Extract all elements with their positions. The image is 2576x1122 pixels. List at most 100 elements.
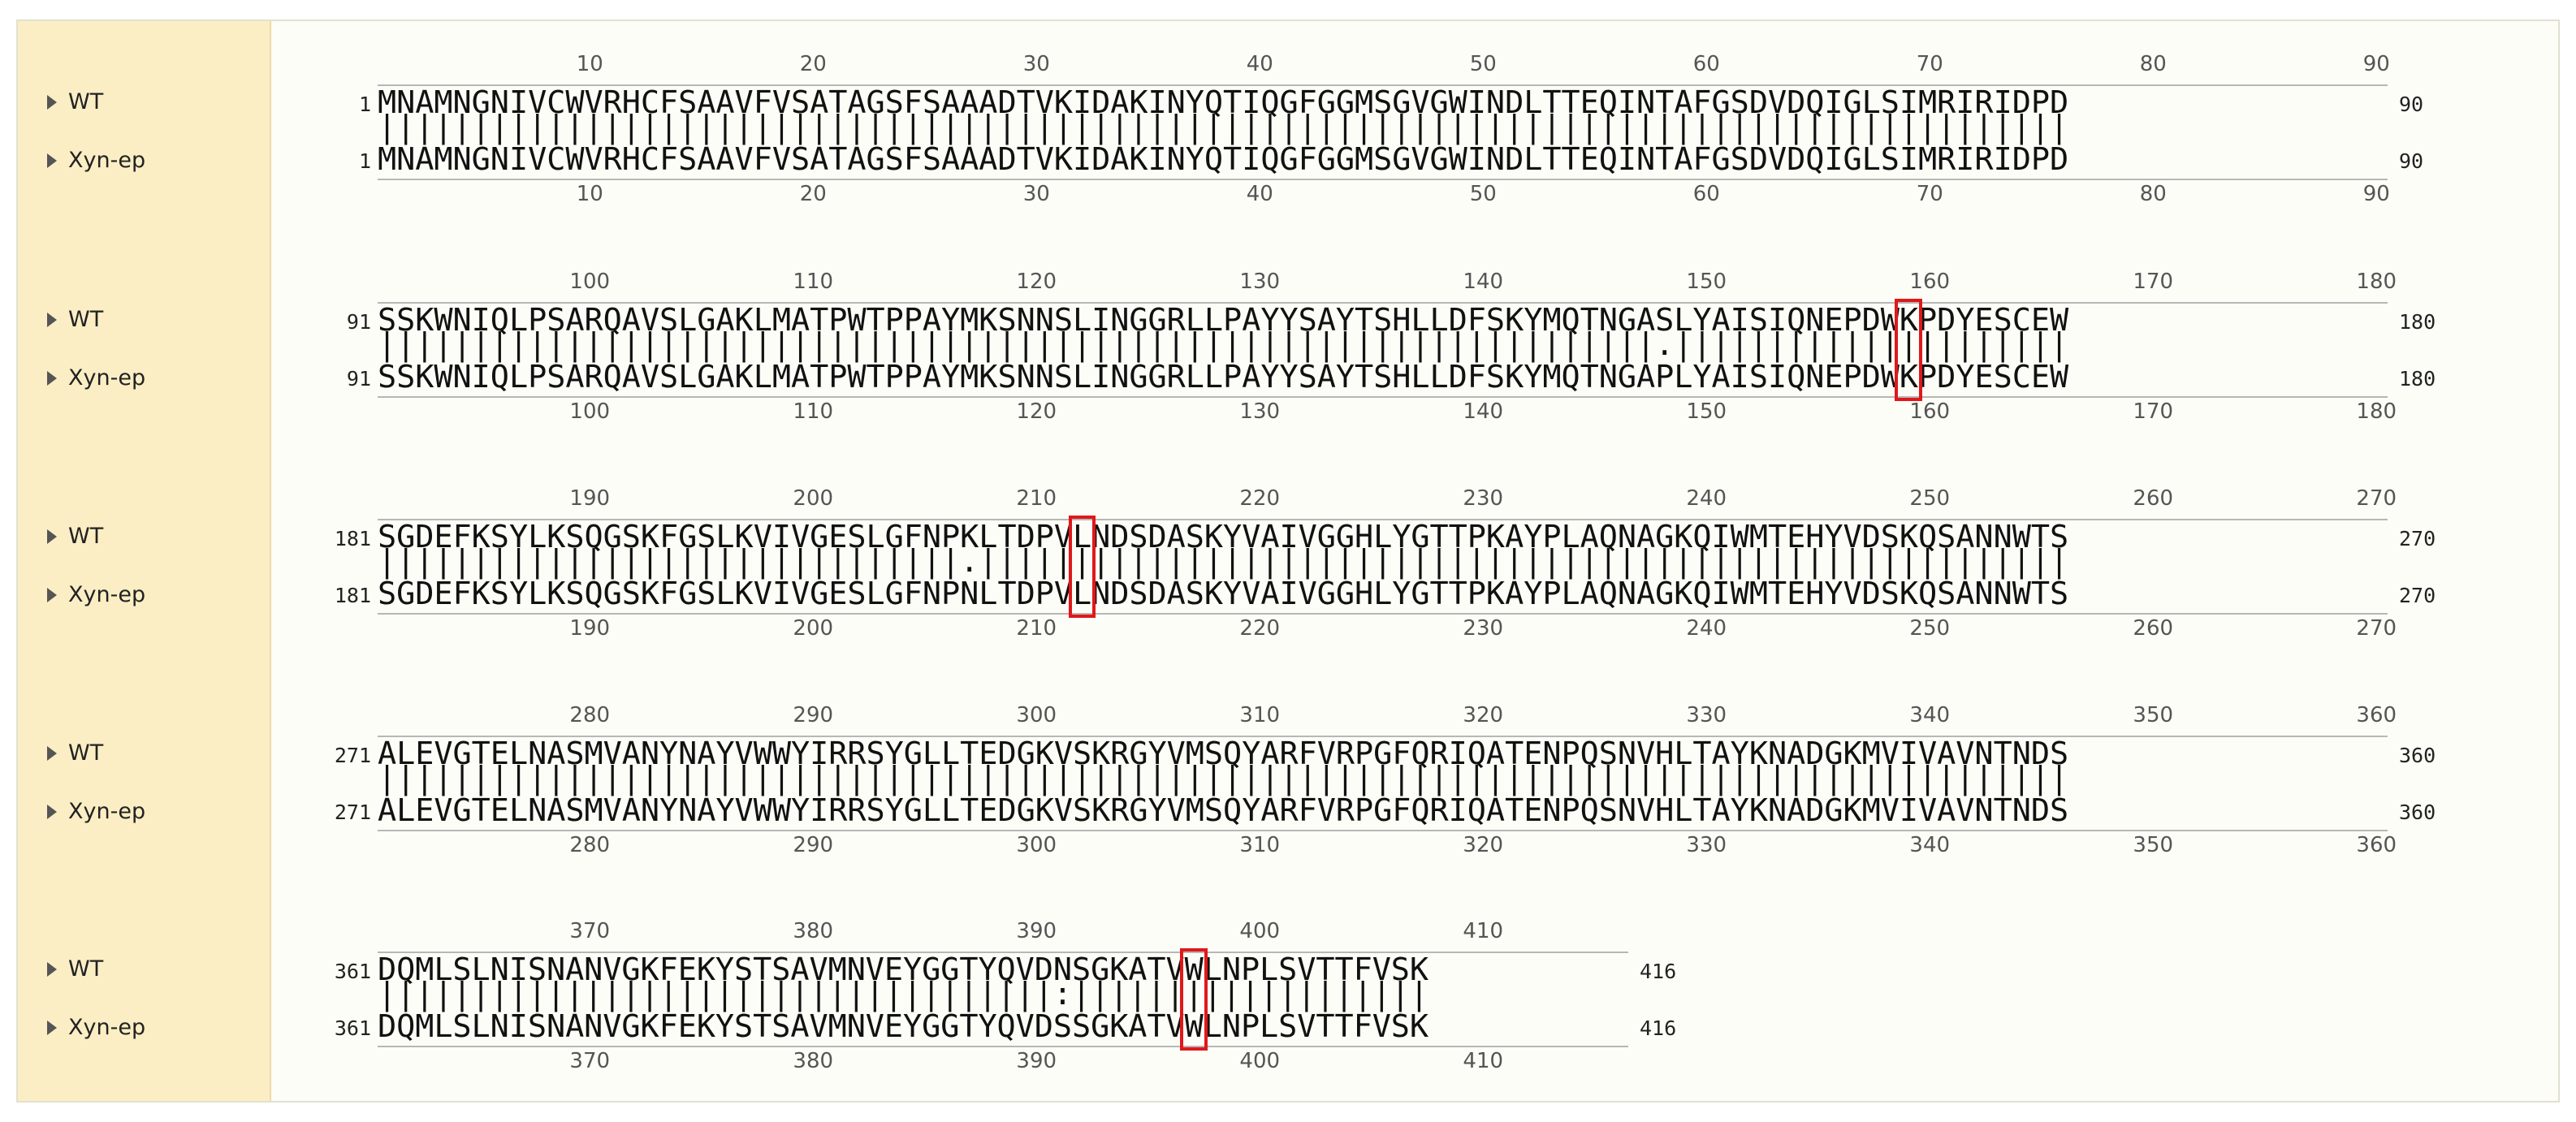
ruler-tick-label: 220 — [1239, 616, 1281, 641]
ruler-tick-label: 100 — [569, 399, 611, 424]
ruler-tick-label: 350 — [2133, 833, 2174, 857]
sequence-name-text: Xyn-ep — [68, 1015, 146, 1040]
sequence-name-text: Xyn-ep — [68, 148, 146, 173]
ruler-tick-label: 320 — [1463, 703, 1504, 727]
sequence-name-sidebar — [18, 21, 271, 1101]
start-position-number: 91 — [346, 367, 371, 391]
expand-triangle-icon[interactable] — [47, 153, 57, 168]
end-position-number: 416 — [1640, 960, 1677, 983]
ruler-tick-label: 190 — [569, 616, 611, 641]
ruler-tick-label: 310 — [1239, 703, 1281, 727]
ruler-tick-label: 130 — [1239, 270, 1281, 294]
ruler-tick-label: 290 — [793, 703, 834, 727]
xyn-ep-sequence-row: SGDEFKSYLKSQGSKFGSLKVIVGESLGFNPNLTDPVLND… — [378, 576, 2069, 612]
ruler-line — [378, 1046, 1628, 1047]
sequence-name-text: WT — [68, 89, 104, 114]
expand-triangle-icon[interactable] — [47, 962, 57, 977]
ruler-tick-label: 360 — [2356, 833, 2397, 857]
ruler-line — [378, 736, 2388, 737]
ruler-tick-label: 40 — [1246, 182, 1273, 206]
sequence-name-text: WT — [68, 740, 104, 766]
expand-triangle-icon[interactable] — [47, 371, 57, 386]
ruler-tick-label: 180 — [2356, 270, 2397, 294]
ruler-tick-label: 300 — [1016, 703, 1057, 727]
ruler-tick-label: 200 — [793, 616, 834, 641]
end-position-number: 180 — [2399, 310, 2436, 334]
ruler-tick-label: 290 — [793, 833, 834, 857]
sequence-name-label[interactable]: Xyn-ep — [47, 799, 145, 824]
start-position-number: 271 — [334, 744, 371, 767]
match-line-row: ||||||||||||||||||||||||||||||||||||:|||… — [378, 976, 1429, 1012]
match-line-row: ||||||||||||||||||||||||||||||||||||||||… — [378, 760, 2069, 796]
expand-triangle-icon[interactable] — [47, 1021, 57, 1035]
ruler-tick-label: 370 — [569, 1049, 611, 1073]
sequence-name-label[interactable]: Xyn-ep — [47, 365, 145, 391]
ruler-tick-label: 160 — [1909, 399, 1951, 424]
ruler-tick-label: 360 — [2356, 703, 2397, 727]
ruler-tick-label: 340 — [1909, 703, 1951, 727]
start-position-number: 271 — [334, 801, 371, 824]
ruler-tick-label: 270 — [2356, 616, 2397, 641]
ruler-tick-label: 380 — [793, 1049, 834, 1073]
ruler-tick-label: 390 — [1016, 1049, 1057, 1073]
ruler-line — [378, 302, 2388, 304]
ruler-tick-label: 10 — [576, 182, 603, 206]
ruler-tick-label: 60 — [1692, 182, 1720, 206]
ruler-tick-label: 240 — [1686, 486, 1727, 511]
end-position-number: 416 — [1640, 1016, 1677, 1040]
ruler-tick-label: 330 — [1686, 703, 1727, 727]
ruler-tick-label: 20 — [799, 52, 827, 76]
ruler-tick-label: 260 — [2133, 616, 2174, 641]
ruler-line — [378, 179, 2388, 180]
expand-triangle-icon[interactable] — [47, 529, 57, 544]
ruler-tick-label: 70 — [1916, 52, 1943, 76]
ruler-tick-label: 110 — [793, 399, 834, 424]
ruler-tick-label: 330 — [1686, 833, 1727, 857]
sequence-name-label[interactable]: Xyn-ep — [47, 1015, 145, 1040]
sequence-name-label[interactable]: WT — [47, 307, 103, 332]
match-line-row: ||||||||||||||||||||||||||||||||||||||||… — [378, 109, 2069, 145]
sequence-name-text: Xyn-ep — [68, 582, 146, 607]
ruler-line — [378, 519, 2388, 520]
ruler-tick-label: 410 — [1463, 919, 1504, 943]
ruler-tick-label: 270 — [2356, 486, 2397, 511]
end-position-number: 90 — [2399, 149, 2424, 173]
wt-sequence-row: ALEVGTELNASMVANYNAYVWWYIRRSYGLLTEDGKVSKR… — [378, 736, 2069, 772]
sequence-name-text: Xyn-ep — [68, 799, 146, 824]
sequence-name-label[interactable]: WT — [47, 740, 103, 766]
expand-triangle-icon[interactable] — [47, 313, 57, 327]
ruler-tick-label: 280 — [569, 703, 611, 727]
expand-triangle-icon[interactable] — [47, 588, 57, 602]
ruler-tick-label: 400 — [1239, 1049, 1281, 1073]
ruler-tick-label: 50 — [1469, 182, 1497, 206]
expand-triangle-icon[interactable] — [47, 805, 57, 819]
ruler-tick-label: 210 — [1016, 616, 1057, 641]
ruler-tick-label: 30 — [1022, 182, 1050, 206]
xyn-ep-sequence-row: ALEVGTELNASMVANYNAYVWWYIRRSYGLLTEDGKVSKR… — [378, 792, 2069, 829]
ruler-tick-label: 150 — [1686, 399, 1727, 424]
ruler-tick-label: 120 — [1016, 399, 1057, 424]
expand-triangle-icon[interactable] — [47, 95, 57, 110]
alignment-panel: WT Xyn-ep 10 10 20 20 30 30 40 40 50 50 60 60 70 70 80 80… — [16, 19, 2560, 1103]
ruler-line — [378, 613, 2388, 615]
ruler-tick-label: 200 — [793, 486, 834, 511]
end-position-number: 360 — [2399, 801, 2436, 824]
expand-triangle-icon[interactable] — [47, 746, 57, 761]
ruler-line — [378, 952, 1628, 953]
ruler-tick-label: 340 — [1909, 833, 1951, 857]
ruler-tick-label: 80 — [2139, 182, 2167, 206]
ruler-tick-label: 150 — [1686, 270, 1727, 294]
sequence-name-label[interactable]: Xyn-ep — [47, 582, 145, 607]
mutation-highlight-box — [1180, 948, 1208, 1051]
ruler-tick-label: 320 — [1463, 833, 1504, 857]
end-position-number: 180 — [2399, 367, 2436, 391]
xyn-ep-sequence-row: SSKWNIQLPSARQAVSLGAKLMATPWTPPAYMKSNNSLIN… — [378, 359, 2069, 395]
ruler-tick-label: 90 — [2362, 52, 2390, 76]
ruler-tick-label: 230 — [1463, 616, 1504, 641]
sequence-name-label[interactable]: WT — [47, 956, 103, 982]
sequence-name-label[interactable]: Xyn-ep — [47, 148, 145, 173]
ruler-tick-label: 180 — [2356, 399, 2397, 424]
sequence-name-label[interactable]: WT — [47, 524, 103, 549]
match-line-row: |||||||||||||||||||||||||||||||.||||||||… — [378, 543, 2069, 580]
sequence-name-label[interactable]: WT — [47, 89, 103, 114]
